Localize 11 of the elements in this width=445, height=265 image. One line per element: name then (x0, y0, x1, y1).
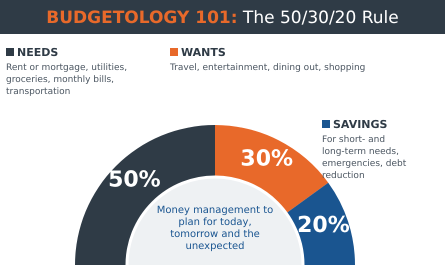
legend-label: SAVINGS (333, 118, 388, 131)
legend-label: NEEDS (17, 46, 58, 59)
legend-label: WANTS (181, 46, 226, 59)
data-label: 30% (240, 146, 294, 172)
text: Rent or mortgage, utilities, groceries, monthly bills, transportation (6, 63, 128, 97)
text: Money management to plan for today, tomorrow and the unexpected (156, 205, 274, 252)
data-label: 50% (108, 167, 161, 192)
text: For short- and long-term needs, emergencies, debt reduction (322, 135, 407, 181)
chart-title: BUDGETOLOGY 101: The 50/30/20 Rule (46, 8, 399, 28)
data-label: 20% (297, 212, 350, 238)
text: Travel, entertainment, dining out, shopping (169, 63, 366, 73)
